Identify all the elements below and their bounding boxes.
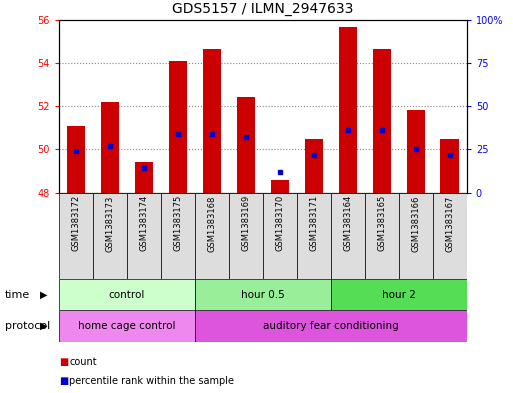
- Bar: [93, 193, 127, 279]
- Bar: [195, 310, 467, 342]
- Bar: [433, 193, 467, 279]
- Bar: [127, 193, 161, 279]
- Bar: [101, 102, 120, 193]
- Text: GSM1383173: GSM1383173: [106, 195, 114, 252]
- Text: ■: ■: [59, 376, 68, 386]
- Text: GSM1383167: GSM1383167: [445, 195, 455, 252]
- Title: GDS5157 / ILMN_2947633: GDS5157 / ILMN_2947633: [172, 2, 353, 16]
- Text: GSM1383170: GSM1383170: [275, 195, 284, 252]
- Bar: [134, 162, 153, 193]
- Text: ■: ■: [59, 356, 68, 367]
- Text: auditory fear conditioning: auditory fear conditioning: [263, 321, 399, 331]
- Bar: [203, 49, 221, 193]
- Bar: [399, 193, 433, 279]
- Text: GSM1383171: GSM1383171: [309, 195, 319, 252]
- Bar: [263, 193, 297, 279]
- Bar: [195, 279, 331, 310]
- Text: time: time: [5, 290, 30, 300]
- Text: home cage control: home cage control: [78, 321, 176, 331]
- Text: GSM1383174: GSM1383174: [140, 195, 148, 252]
- Text: ▶: ▶: [40, 290, 47, 300]
- Bar: [406, 110, 425, 193]
- Bar: [59, 279, 195, 310]
- Text: GSM1383166: GSM1383166: [411, 195, 420, 252]
- Bar: [270, 180, 289, 193]
- Bar: [365, 193, 399, 279]
- Bar: [339, 27, 357, 193]
- Bar: [441, 138, 459, 193]
- Bar: [59, 310, 195, 342]
- Bar: [229, 193, 263, 279]
- Text: GSM1383175: GSM1383175: [173, 195, 183, 252]
- Bar: [169, 61, 187, 193]
- Bar: [297, 193, 331, 279]
- Bar: [372, 49, 391, 193]
- Bar: [59, 193, 93, 279]
- Text: hour 0.5: hour 0.5: [241, 290, 285, 300]
- Bar: [305, 138, 323, 193]
- Text: control: control: [109, 290, 145, 300]
- Text: GSM1383172: GSM1383172: [71, 195, 81, 252]
- Text: GSM1383165: GSM1383165: [378, 195, 386, 252]
- Text: count: count: [69, 356, 97, 367]
- Bar: [331, 193, 365, 279]
- Text: protocol: protocol: [5, 321, 50, 331]
- Text: GSM1383168: GSM1383168: [207, 195, 216, 252]
- Text: percentile rank within the sample: percentile rank within the sample: [69, 376, 234, 386]
- Text: hour 2: hour 2: [382, 290, 416, 300]
- Bar: [331, 279, 467, 310]
- Text: GSM1383169: GSM1383169: [242, 195, 250, 252]
- Bar: [67, 125, 85, 193]
- Bar: [195, 193, 229, 279]
- Text: ▶: ▶: [40, 321, 47, 331]
- Bar: [161, 193, 195, 279]
- Text: GSM1383164: GSM1383164: [343, 195, 352, 252]
- Bar: [236, 97, 255, 193]
